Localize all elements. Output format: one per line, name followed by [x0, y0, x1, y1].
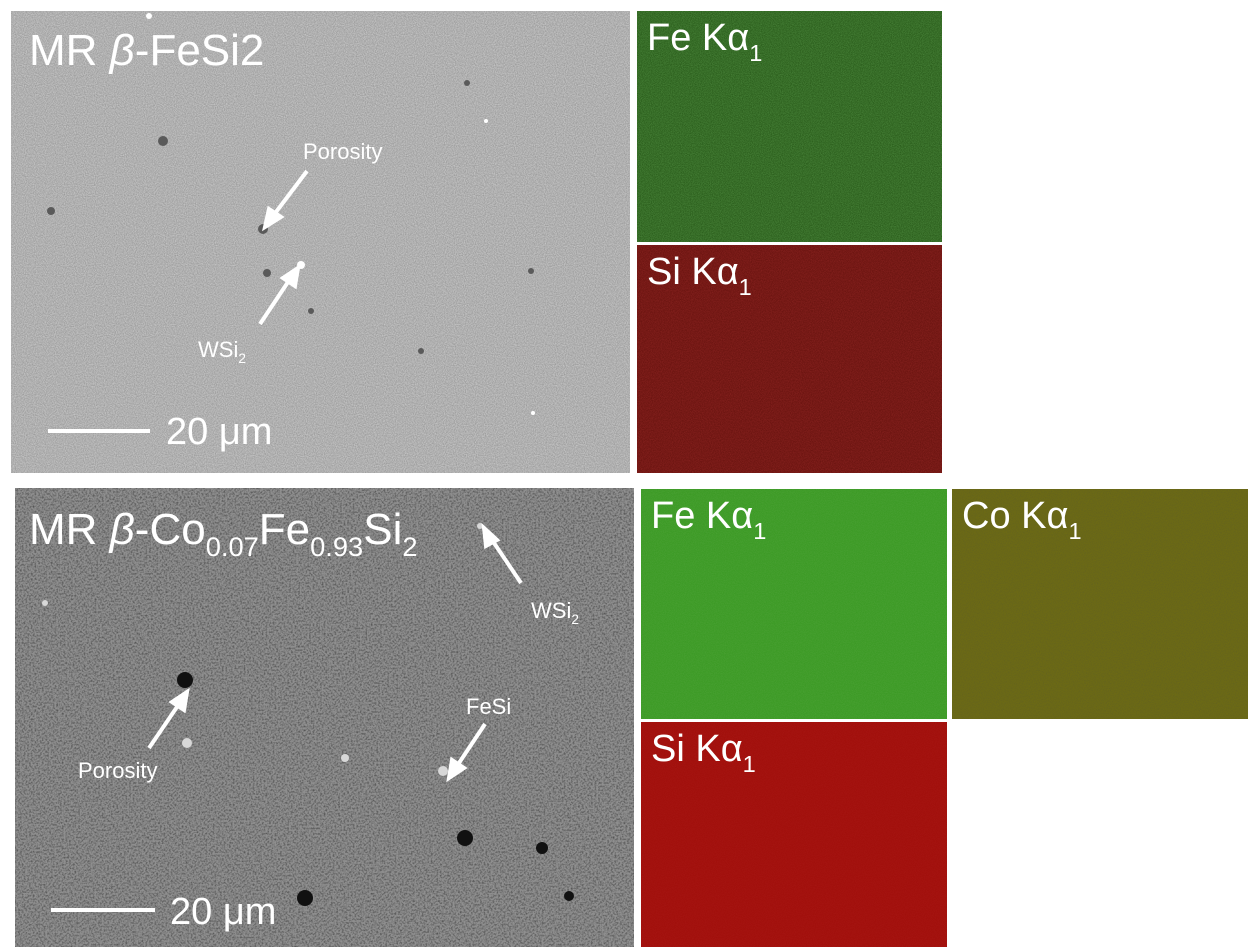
fe-map-bottom: Fe Kα1: [641, 489, 947, 719]
fe-map-label-top: Fe Kα1: [647, 17, 763, 66]
scale-bar-top: [48, 429, 150, 433]
fe-map-texture-top: [637, 11, 942, 242]
si-map-label-bottom: Si Kα1: [651, 728, 756, 777]
porosity-arrow: [271, 169, 309, 218]
porosity-label-bottom: Porosity: [78, 758, 158, 783]
sem-image-cofesi2: MR β-Co0.07Fe0.93Si2 WSi2 FeSi Porosity …: [15, 488, 634, 947]
wsi2-label-bottom: WSi2: [531, 598, 579, 628]
si-map-texture-top: [637, 245, 942, 473]
si-map-label-top: Si Kα1: [647, 251, 752, 300]
fesi-label: FeSi: [466, 694, 512, 719]
co-map-texture-bottom: [952, 489, 1248, 719]
porosity-label-top: Porosity: [303, 139, 383, 164]
wsi2-label-top: WSi2: [198, 337, 246, 367]
fe-map-texture-bottom: [641, 489, 947, 719]
sem-image-fesi2: MR β-FeSi2 Porosity WSi2 20 μm: [11, 11, 630, 473]
fesi-arrow: [455, 722, 487, 768]
fe-map-label-bottom: Fe Kα1: [651, 495, 767, 544]
scale-label-top: 20 μm: [166, 411, 273, 453]
wsi2-arrow-bottom: [490, 538, 523, 585]
si-map-top: Si Kα1: [637, 245, 942, 473]
sem-texture: [11, 11, 630, 473]
scale-bar-bottom: [51, 908, 155, 912]
panel-title-bottom: MR β-Co0.07Fe0.93Si2: [29, 505, 418, 563]
fe-map-top: Fe Kα1: [637, 11, 942, 242]
co-map-bottom: Co Kα1: [952, 489, 1248, 719]
porosity-arrow-bottom: [147, 702, 181, 750]
wsi2-arrow: [258, 277, 292, 326]
panel-title-top: MR β-FeSi2: [29, 26, 265, 75]
co-map-label-bottom: Co Kα1: [962, 495, 1082, 544]
scale-label-bottom: 20 μm: [170, 891, 277, 933]
sem-texture-bottom: [15, 488, 634, 947]
si-map-texture-bottom: [641, 722, 947, 947]
si-map-bottom: Si Kα1: [641, 722, 947, 947]
